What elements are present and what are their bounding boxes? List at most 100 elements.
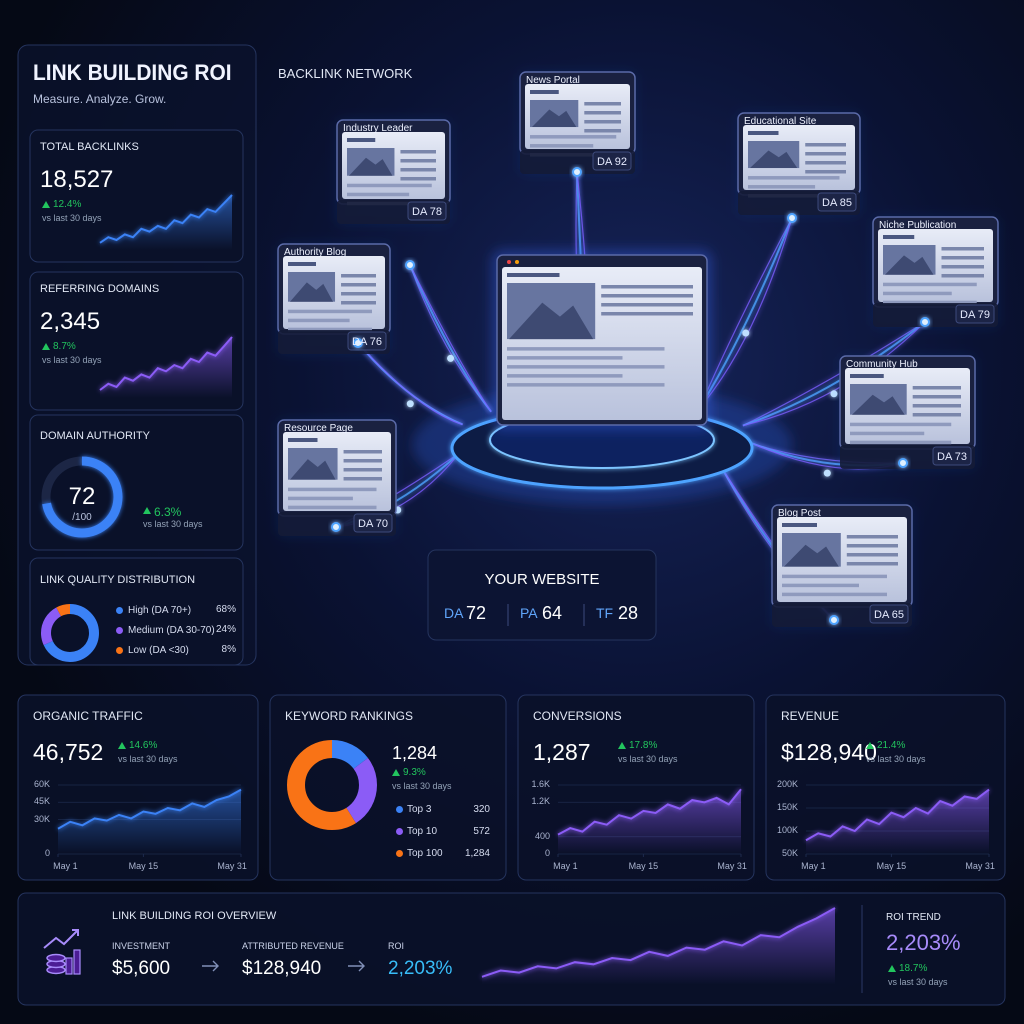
center-metric-value: 64 [542,603,563,623]
y-tick-label: 45K [33,796,50,807]
node-label: News Portal [526,75,580,86]
page-text [912,395,961,399]
change-period: vs last 30 days [143,519,203,529]
page-text [782,592,887,597]
y-tick-label: 0 [44,848,50,858]
y-tick-label: 60K [33,779,50,789]
anchor-dot [787,213,797,223]
trend-line [805,788,990,842]
connection-line [698,217,793,409]
page-text [601,285,693,289]
card-label: REVENUE [781,709,840,723]
page-text [941,256,984,260]
page-text [341,283,376,287]
node-da: DA 65 [874,609,904,621]
connection-line [742,321,926,427]
area-fill [100,195,232,250]
legend-name: Top 100 [407,848,443,859]
page-image-mountain [290,459,336,480]
page-text [507,347,665,351]
x-tick-label: May 1 [53,861,78,871]
card-value: $128,940 [781,739,877,765]
metric-label: TOTAL BACKLINKS [40,141,139,153]
page-image-mountain [532,109,577,128]
page-text [846,544,898,548]
page-text [343,459,382,463]
legend-dot [116,627,123,634]
donut-segment [41,604,99,662]
page-text [343,450,382,454]
x-tick-label: May 31 [965,861,995,871]
change-value: 9.3% [403,767,426,778]
connection-line [409,264,492,413]
anchor-dot [353,338,363,348]
connection-line [357,342,463,426]
center-metric-name: TF [596,605,614,621]
y-tick-label: 1.6K [531,779,550,789]
up-arrow-icon [42,201,50,208]
x-tick-label: May 1 [553,861,578,871]
change-value: 12.4% [53,199,82,210]
anchor-dot [898,458,908,468]
page-header [288,438,318,442]
connection-dot [742,329,750,337]
page-text [805,143,846,147]
node-label: Community Hub [846,359,918,370]
y-tick-label: 1.2K [531,796,550,807]
legend-dot [116,607,123,614]
connection-line [742,321,926,427]
page-text [850,422,952,427]
page-text [343,468,382,472]
change-value: 21.4% [877,740,906,751]
trend-line [99,194,233,244]
roi-item-value: $128,940 [242,958,322,979]
page-text [601,294,693,298]
trend-line [99,336,233,391]
legend-name: Top 3 [407,804,432,815]
panel [29,414,244,551]
connection-dot [823,469,831,477]
node-label: Industry Leader [343,123,413,134]
x-tick-label: May 1 [801,861,826,871]
anchor-dot [829,615,839,625]
change-period: vs last 30 days [618,754,678,764]
change-value: 14.6% [129,740,158,751]
icon-arrow [43,929,79,949]
up-arrow-icon [118,742,126,749]
page-text [805,170,846,174]
metric-label: LINK QUALITY DISTRIBUTION [40,574,196,586]
page-text [748,185,816,189]
page-text [341,292,376,296]
page-text [530,144,594,148]
page-text [601,312,693,316]
page-image-mountain [290,282,334,302]
page-header [850,374,884,378]
center-title: YOUR WEBSITE [484,571,600,588]
change-value: 6.3% [154,505,182,519]
panel [427,549,657,641]
page-text [846,562,898,566]
card-value: 1,284 [392,743,438,763]
page-header [507,273,560,277]
change-value: 18.7% [899,963,928,974]
donut-segment [41,604,99,662]
sidebar-title: LINK BUILDING ROI [33,60,232,85]
page-header [530,90,559,94]
page-text [912,404,961,408]
page-text [347,192,410,197]
metric-value: 2,345 [40,308,101,335]
page-text [507,356,623,360]
area-fill [482,908,835,985]
page-text [347,183,432,188]
up-arrow-icon [392,769,400,776]
legend-dot [396,806,403,813]
flow-arrow [348,960,365,972]
roi-item-label: ROI [388,941,405,951]
legend-name: High (DA 70+) [128,605,192,616]
roi-title: LINK BUILDING ROI OVERVIEW [112,910,277,922]
node-da: DA 70 [358,518,388,530]
center-metric-name: PA [520,605,538,621]
icon-bar [73,949,81,975]
